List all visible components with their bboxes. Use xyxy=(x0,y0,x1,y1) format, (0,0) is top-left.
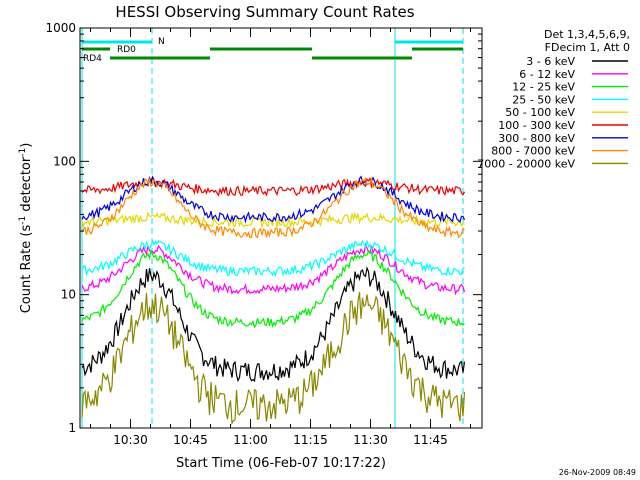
legend-header-2: FDecim 1, Att 0 xyxy=(545,41,630,54)
legend-entry-label: 25 - 50 keV xyxy=(512,93,575,106)
legend-entry-label: 6 - 12 keV xyxy=(519,68,575,81)
series-line xyxy=(81,242,466,296)
y-axis-label-sup1: -1 xyxy=(18,216,28,225)
x-tick-label: 11:30 xyxy=(353,433,388,447)
legend-entry-label: 3 - 6 keV xyxy=(526,55,575,68)
series-line xyxy=(81,176,465,239)
y-tick-label: 10 xyxy=(61,288,76,302)
plot-frame xyxy=(79,27,483,429)
series-line xyxy=(81,266,466,383)
y-tick-label: 100 xyxy=(53,154,76,168)
y-tick-label: 1 xyxy=(68,421,76,435)
legend-entry-label: 800 - 7000 keV xyxy=(491,145,575,158)
y-tick-label: 1000 xyxy=(45,21,76,35)
y-axis-label-mid: detector xyxy=(19,156,34,216)
series-line xyxy=(81,292,466,425)
legend-entry-label: 7000 - 20000 keV xyxy=(477,157,575,170)
x-tick-label: 11:15 xyxy=(293,433,328,447)
series-line xyxy=(81,238,465,278)
series-line xyxy=(81,248,465,329)
chart-title: HESSI Observing Summary Count Rates xyxy=(115,3,414,21)
x-axis-label: Start Time (06-Feb-07 10:17:22) xyxy=(176,456,386,471)
x-tick-label: 10:45 xyxy=(173,433,208,447)
x-tick-label: 11:45 xyxy=(413,433,448,447)
flag-label: RD0 xyxy=(117,45,136,55)
legend-entry-label: 50 - 100 keV xyxy=(505,106,575,119)
x-tick-label: 11:00 xyxy=(233,433,268,447)
legend-entry-label: 100 - 300 keV xyxy=(498,119,575,132)
legend: Det 1,3,4,5,6,9, FDecim 1, Att 0 3 - 6 k… xyxy=(477,28,630,170)
x-tick-label: 10:30 xyxy=(113,433,148,447)
legend-entry-label: 12 - 25 keV xyxy=(512,81,575,94)
flag-label: N xyxy=(158,37,165,47)
y-axis-label: Count Rate (s-1 detector-1) xyxy=(18,143,34,314)
footer-date: 26-Nov-2009 08:49 xyxy=(559,468,636,477)
series-line xyxy=(81,211,465,229)
y-axis-label-end: ) xyxy=(19,143,34,148)
flag-label: RD4 xyxy=(83,54,102,64)
y-axis-label-sup2: -1 xyxy=(18,148,28,157)
series-line xyxy=(81,175,466,224)
legend-header-1: Det 1,3,4,5,6,9, xyxy=(544,28,630,41)
y-axis-label-main: Count Rate (s xyxy=(19,225,34,314)
legend-entry-label: 300 - 800 keV xyxy=(498,132,575,145)
